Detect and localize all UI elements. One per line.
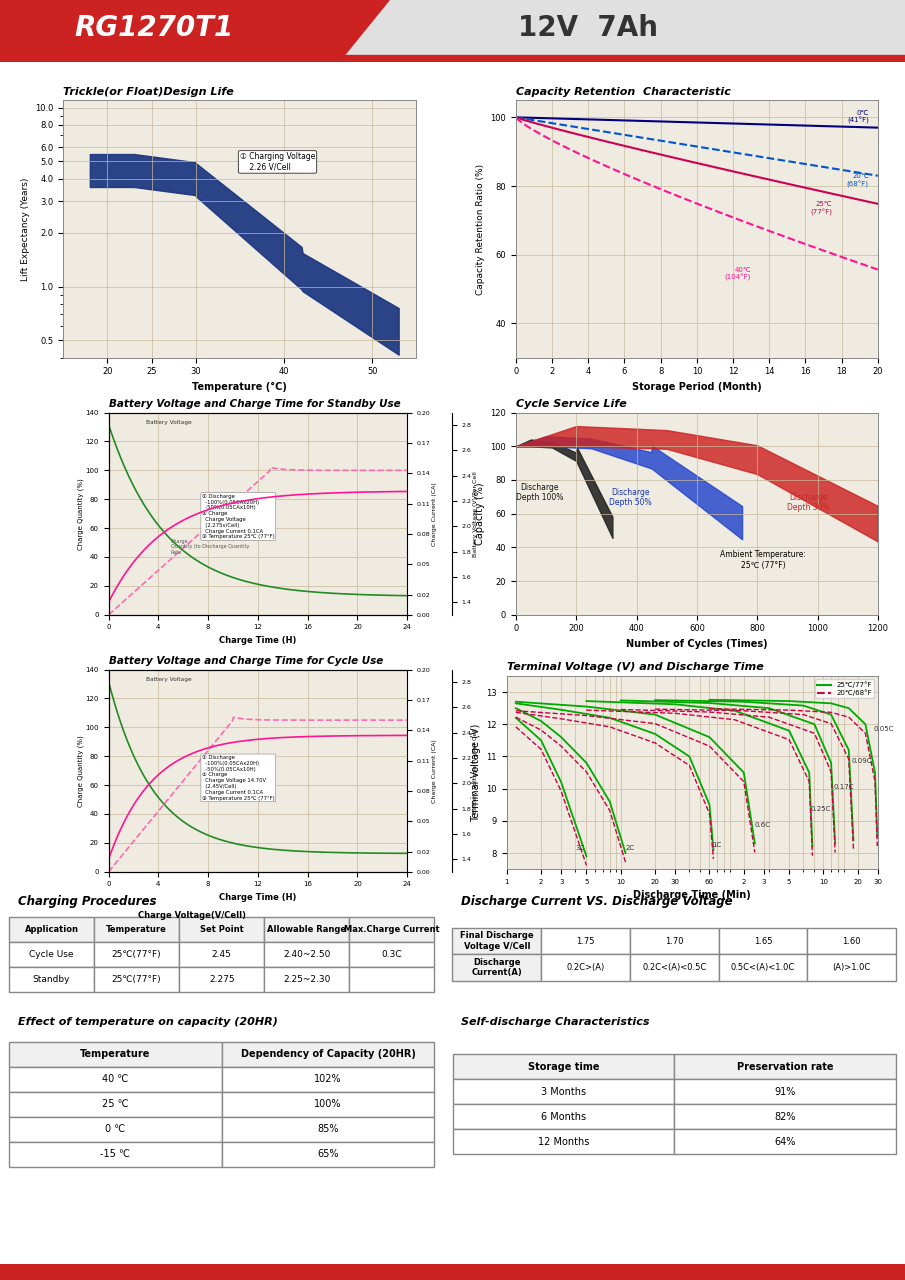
- Text: Battery Voltage: Battery Voltage: [146, 420, 192, 425]
- Text: 0.25C: 0.25C: [810, 806, 831, 813]
- Text: Battery Voltage and Charge Time for Standby Use: Battery Voltage and Charge Time for Stan…: [109, 399, 400, 410]
- Polygon shape: [0, 0, 389, 56]
- Y-axis label: Battery Voltage (V)/Per Cell: Battery Voltage (V)/Per Cell: [472, 728, 478, 814]
- Text: Discharge Current VS. Discharge Voltage: Discharge Current VS. Discharge Voltage: [462, 896, 733, 909]
- Text: 2C: 2C: [625, 845, 634, 851]
- Text: Discharge
Depth 100%: Discharge Depth 100%: [516, 483, 564, 502]
- Y-axis label: Charge Current (CA): Charge Current (CA): [432, 481, 437, 545]
- Text: Discharge
Depth 50%: Discharge Depth 50%: [609, 488, 652, 507]
- Text: Capacity Retention  Characteristic: Capacity Retention Characteristic: [516, 87, 730, 96]
- Text: Charge
Quantity (to Discharge Quantity
Rate: Charge Quantity (to Discharge Quantity R…: [171, 539, 249, 556]
- Text: 1C: 1C: [712, 842, 721, 847]
- Text: Cycle Service Life: Cycle Service Life: [516, 399, 626, 410]
- Y-axis label: Battery Voltage (V)/Per Cell: Battery Voltage (V)/Per Cell: [472, 471, 478, 557]
- Bar: [0, 55, 905, 61]
- Text: ① Charging Voltage
    2.26 V/Cell: ① Charging Voltage 2.26 V/Cell: [240, 152, 315, 172]
- Text: 0.6C: 0.6C: [754, 822, 770, 828]
- Text: ① Discharge
  -100%(0.05CAx20H)
  -50%(0.05CAx10H)
② Charge
  Charge Voltage
  (: ① Discharge -100%(0.05CAx20H) -50%(0.05C…: [202, 494, 275, 539]
- Text: 0℃
(41°F): 0℃ (41°F): [847, 110, 869, 124]
- X-axis label: Storage Period (Month): Storage Period (Month): [632, 381, 762, 392]
- Text: Terminal Voltage (V) and Discharge Time: Terminal Voltage (V) and Discharge Time: [507, 663, 764, 672]
- Y-axis label: Charge Quantity (%): Charge Quantity (%): [78, 735, 84, 806]
- Text: 0.09C: 0.09C: [852, 758, 872, 764]
- Text: Self-discharge Characteristics: Self-discharge Characteristics: [462, 1018, 650, 1027]
- Text: Charging Procedures: Charging Procedures: [17, 896, 156, 909]
- Y-axis label: Capacity Retention Ratio (%): Capacity Retention Ratio (%): [476, 164, 485, 294]
- Text: 12V  7Ah: 12V 7Ah: [519, 14, 658, 42]
- Y-axis label: Charge Quantity (%): Charge Quantity (%): [78, 477, 84, 549]
- Text: Discharge
Depth 30%: Discharge Depth 30%: [787, 493, 830, 512]
- X-axis label: Charge Time (H): Charge Time (H): [219, 893, 297, 902]
- X-axis label: Discharge Time (Min): Discharge Time (Min): [634, 891, 751, 900]
- X-axis label: Charge Time (H): Charge Time (H): [219, 636, 297, 645]
- Text: ① Discharge
  -100%(0.05CAx20H)
  -50%(0.05CAx10H)
② Charge
  Charge Voltage 14.: ① Discharge -100%(0.05CAx20H) -50%(0.05C…: [202, 755, 275, 801]
- Y-axis label: Charge Current (CA): Charge Current (CA): [432, 739, 437, 803]
- Text: Battery Voltage: Battery Voltage: [146, 677, 192, 682]
- Text: RG1270T1: RG1270T1: [74, 14, 233, 42]
- X-axis label: Number of Cycles (Times): Number of Cycles (Times): [626, 639, 767, 649]
- Text: Effect of temperature on capacity (20HR): Effect of temperature on capacity (20HR): [17, 1018, 278, 1027]
- Y-axis label: Lift Expectancy (Years): Lift Expectancy (Years): [21, 177, 30, 280]
- Legend: 25℃/77°F, 20℃/68°F: 25℃/77°F, 20℃/68°F: [815, 680, 874, 699]
- Text: Charge Voltage(V/Cell): Charge Voltage(V/Cell): [138, 911, 246, 920]
- Text: Battery Voltage and Charge Time for Cycle Use: Battery Voltage and Charge Time for Cycl…: [109, 657, 383, 666]
- Text: 40℃
(104°F): 40℃ (104°F): [725, 268, 751, 282]
- Y-axis label: Capacity (%): Capacity (%): [475, 483, 485, 545]
- Text: 0.05C: 0.05C: [873, 726, 894, 732]
- X-axis label: Temperature (°C): Temperature (°C): [193, 381, 287, 392]
- Y-axis label: Terminal Voltage (V): Terminal Voltage (V): [471, 723, 481, 822]
- Text: Ambient Temperature:
25℃ (77°F): Ambient Temperature: 25℃ (77°F): [720, 550, 806, 570]
- Text: 0.17C: 0.17C: [834, 783, 853, 790]
- Text: 20℃
(68°F): 20℃ (68°F): [847, 173, 869, 188]
- Text: Trickle(or Float)Design Life: Trickle(or Float)Design Life: [63, 87, 234, 96]
- Text: 3C: 3C: [576, 845, 585, 851]
- Text: 25℃
(77°F): 25℃ (77°F): [811, 201, 833, 215]
